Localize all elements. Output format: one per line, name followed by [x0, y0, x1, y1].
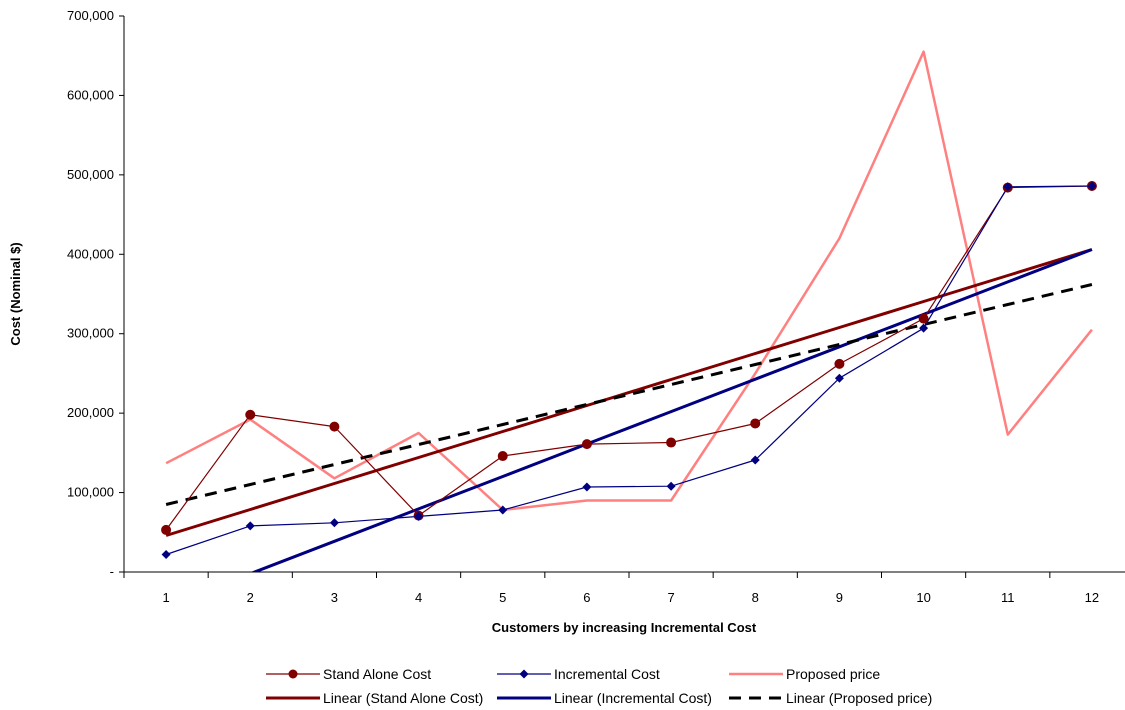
- legend-label: Linear (Proposed price): [786, 690, 932, 706]
- data-point-circle: [581, 439, 592, 450]
- x-tick-label: 10: [916, 590, 930, 605]
- series-layer: [165, 50, 1093, 572]
- data-point-circle: [497, 451, 508, 462]
- series-line-linear-incremental-cost: [250, 248, 1093, 572]
- legend-item: Linear (Proposed price): [729, 690, 932, 706]
- data-point-circle: [161, 524, 172, 535]
- data-point-circle: [918, 313, 929, 324]
- y-tick-label: 600,000: [67, 87, 114, 102]
- data-point-circle: [245, 409, 256, 420]
- data-point-diamond: [245, 521, 255, 531]
- legend-label: Incremental Cost: [554, 666, 660, 682]
- legend: Stand Alone Cost Incremental Cost Proposed…: [266, 666, 932, 706]
- legend-marker-diamond: [519, 669, 529, 679]
- data-point-circle: [329, 421, 340, 432]
- y-tick-label: -: [110, 564, 114, 579]
- x-tick-label: 4: [415, 590, 422, 605]
- data-point-diamond: [1087, 181, 1097, 191]
- data-point-diamond: [582, 482, 592, 492]
- x-axis: 1 2 3 4 5 6 7 8 9 10 11 12: [123, 571, 1125, 605]
- legend-label: Stand Alone Cost: [323, 666, 431, 682]
- data-point-diamond: [498, 505, 508, 515]
- data-point-diamond: [1003, 182, 1013, 192]
- data-point-diamond: [161, 550, 171, 560]
- series-line-incremental-cost: [165, 185, 1092, 556]
- y-tick-label: 700,000: [67, 8, 114, 23]
- series-line-linear-proposed-price: [165, 283, 1093, 506]
- marker-layer: [161, 180, 1097, 560]
- x-tick-label: 11: [1001, 590, 1015, 605]
- legend-item: Proposed price: [729, 666, 880, 682]
- data-point-diamond: [834, 373, 844, 383]
- x-tick-label: 7: [667, 590, 674, 605]
- data-point-circle: [666, 437, 677, 448]
- x-tick-label: 3: [331, 590, 338, 605]
- x-tick-label: 9: [836, 590, 843, 605]
- x-tick-label: 5: [499, 590, 506, 605]
- data-point-diamond: [414, 511, 424, 521]
- legend-label: Proposed price: [786, 666, 880, 682]
- data-point-circle: [750, 418, 761, 429]
- legend-label: Linear (Stand Alone Cost): [323, 690, 483, 706]
- data-point-circle: [834, 358, 845, 369]
- x-tick-label: 2: [247, 590, 254, 605]
- legend-item: Linear (Incremental Cost): [497, 690, 712, 706]
- series-line-proposed-price: [165, 50, 1093, 512]
- series-line-stand-alone-cost: [165, 185, 1092, 531]
- data-point-diamond: [666, 481, 676, 491]
- y-tick-label: 200,000: [67, 405, 114, 420]
- legend-label: Linear (Incremental Cost): [554, 690, 712, 706]
- y-tick-label: 400,000: [67, 246, 114, 261]
- x-tick-label: 8: [752, 590, 759, 605]
- y-tick-label: 100,000: [67, 485, 114, 500]
- y-tick-label: 500,000: [67, 167, 114, 182]
- x-tick-label: 1: [162, 590, 169, 605]
- x-tick-label: 12: [1085, 590, 1099, 605]
- x-tick-label: 6: [583, 590, 590, 605]
- legend-item: Linear (Stand Alone Cost): [266, 690, 483, 706]
- x-axis-title: Customers by increasing Incremental Cost: [492, 620, 757, 635]
- y-tick-label: 300,000: [67, 326, 114, 341]
- series-line-linear-stand-alone-cost: [165, 248, 1093, 537]
- data-point-diamond: [750, 455, 760, 465]
- legend-item: Incremental Cost: [497, 666, 660, 682]
- y-axis-title: Cost (Nominal $): [8, 242, 23, 345]
- data-point-diamond: [919, 323, 929, 333]
- data-point-diamond: [329, 518, 339, 528]
- legend-item: Stand Alone Cost: [266, 666, 431, 682]
- y-axis: - 100,000 200,000 300,000 400,000 500,000 600,…: [67, 8, 125, 579]
- legend-marker-circle: [288, 669, 298, 679]
